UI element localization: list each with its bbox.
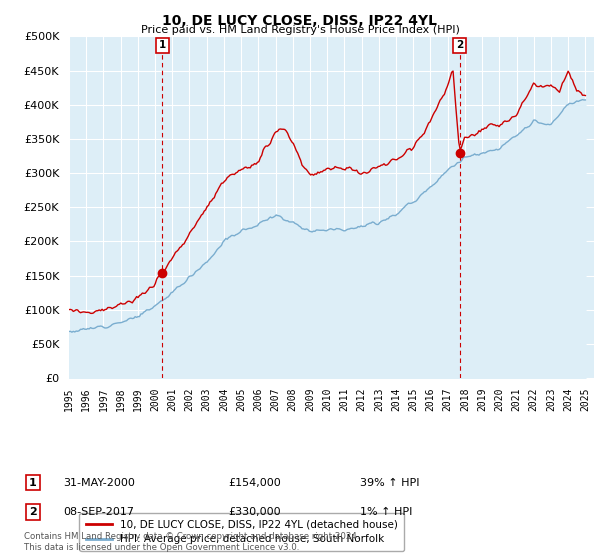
Text: Price paid vs. HM Land Registry's House Price Index (HPI): Price paid vs. HM Land Registry's House … (140, 25, 460, 35)
Text: 10, DE LUCY CLOSE, DISS, IP22 4YL: 10, DE LUCY CLOSE, DISS, IP22 4YL (163, 14, 437, 28)
Text: Contains HM Land Registry data © Crown copyright and database right 2024.
This d: Contains HM Land Registry data © Crown c… (24, 532, 359, 552)
Text: 39% ↑ HPI: 39% ↑ HPI (360, 478, 419, 488)
Text: 2: 2 (456, 40, 463, 50)
Text: 1: 1 (158, 40, 166, 50)
Text: £154,000: £154,000 (228, 478, 281, 488)
Text: 1: 1 (29, 478, 37, 488)
Text: 2: 2 (29, 507, 37, 517)
Text: 31-MAY-2000: 31-MAY-2000 (63, 478, 135, 488)
Text: 1% ↑ HPI: 1% ↑ HPI (360, 507, 412, 517)
Text: 08-SEP-2017: 08-SEP-2017 (63, 507, 134, 517)
Text: £330,000: £330,000 (228, 507, 281, 517)
Legend: 10, DE LUCY CLOSE, DISS, IP22 4YL (detached house), HPI: Average price, detached: 10, DE LUCY CLOSE, DISS, IP22 4YL (detac… (79, 513, 404, 550)
